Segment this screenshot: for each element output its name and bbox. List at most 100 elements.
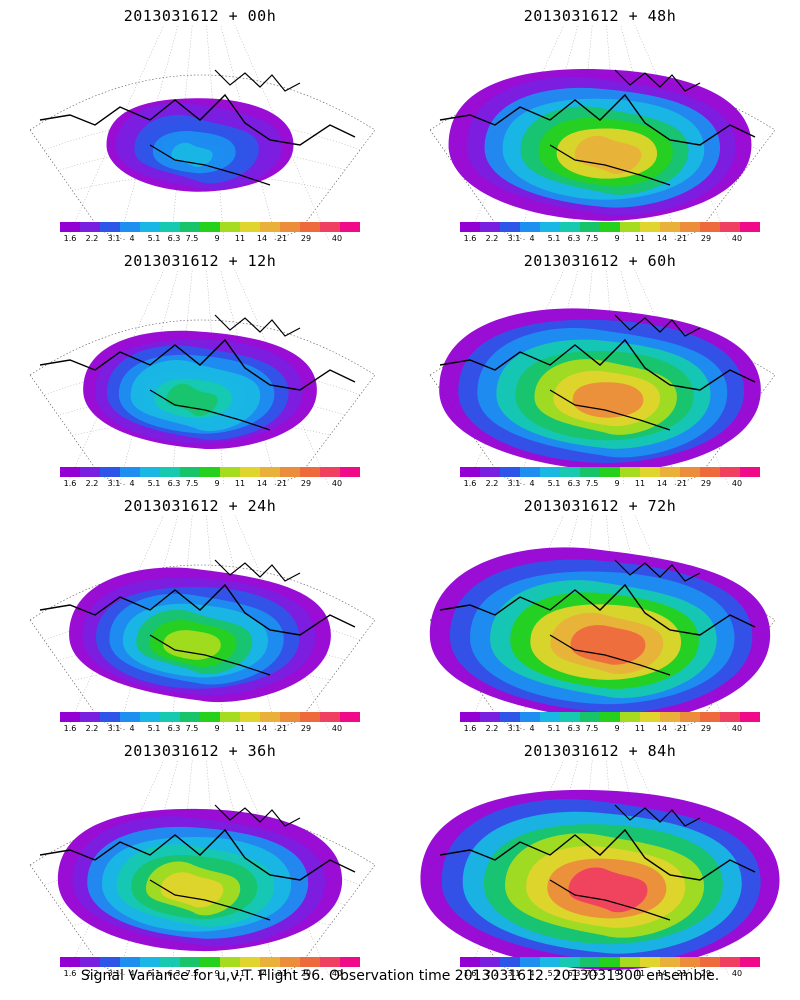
map-image — [429, 270, 776, 485]
colorbar-swatch — [520, 712, 540, 722]
coastline — [549, 144, 671, 186]
map-image — [29, 515, 376, 730]
colorbar-tick-label: 9 — [614, 969, 620, 978]
colorbar-swatch — [200, 712, 220, 722]
coastline — [439, 93, 756, 146]
colorbar-tick-label: 2.2 — [485, 234, 499, 243]
colorbar-swatch — [720, 712, 740, 722]
colorbar-ticks: 1.6 2.2 3.1 4 5.1 6.3 7.5 9 11 14 21 29 40 — [400, 724, 800, 736]
colorbar-swatch — [500, 222, 520, 232]
map-panel: 2013031612 + 84h 1.6 2.2 3.1 4 5.1 6.3 7.5 9 11 14… — [400, 735, 800, 978]
colorbar-tick-label: 11 — [234, 479, 246, 488]
colorbar-tick-label: 7.5 — [185, 724, 199, 733]
colorbar-tick-label: 14 — [256, 969, 268, 978]
colorbar-swatch — [540, 222, 560, 232]
coastline — [149, 879, 271, 921]
colorbar-tick-label: 14 — [256, 479, 268, 488]
colorbar-swatch — [660, 712, 680, 722]
colorbar-swatch — [620, 712, 640, 722]
colorbar-tick-label: 4 — [529, 479, 535, 488]
colorbar-swatch — [180, 222, 200, 232]
coastline — [439, 583, 756, 636]
colorbar-swatch — [220, 222, 240, 232]
colorbar-swatch — [280, 222, 300, 232]
colorbar-swatch — [680, 467, 700, 477]
graticule-meridian — [118, 25, 179, 240]
colorbar-ticks: 1.6 2.2 3.1 4 5.1 6.3 7.5 9 11 14 21 29 40 — [0, 234, 400, 246]
panel-title: 2013031612 + 24h — [123, 497, 277, 515]
colorbar-swatch — [640, 467, 660, 477]
colorbar-tick-label: 2.2 — [485, 969, 499, 978]
colorbar-tick-label: 6.3 — [167, 969, 181, 978]
colorbar-swatch — [540, 957, 560, 967]
colorbar-swatch — [520, 957, 540, 967]
colorbar-swatch — [580, 957, 600, 967]
colorbar-swatch — [280, 957, 300, 967]
colorbar-tick-label: 40 — [331, 724, 343, 733]
coastline — [549, 389, 671, 431]
coastline — [614, 804, 701, 827]
colorbar-tick-label: 21 — [276, 234, 288, 243]
colorbar — [460, 957, 760, 967]
colorbar-tick-label: 40 — [731, 724, 743, 733]
variance-contour — [160, 872, 224, 908]
colorbar-tick-label: 21 — [676, 724, 688, 733]
colorbar-ticks: 1.6 2.2 3.1 4 5.1 6.3 7.5 9 11 14 21 29 40 — [400, 234, 800, 246]
colorbar-swatch — [520, 467, 540, 477]
colorbar-swatch — [200, 957, 220, 967]
colorbar-swatch — [540, 467, 560, 477]
colorbar-tick-label: 29 — [700, 969, 712, 978]
colorbar-swatch — [320, 712, 340, 722]
colorbar-tick-label: 11 — [234, 969, 246, 978]
colorbar-swatch — [340, 957, 360, 967]
colorbar-ticks: 1.6 2.2 3.1 4 5.1 6.3 7.5 9 11 14 21 29 40 — [0, 724, 400, 736]
colorbar — [460, 712, 760, 722]
colorbar-ticks: 1.6 2.2 3.1 4 5.1 6.3 7.5 9 11 14 21 29 40 — [400, 969, 800, 981]
map-panel: 2013031612 + 00h 1.6 2.2 3.1 4 5.1 6.3 7.5 9 11 14… — [0, 0, 400, 243]
colorbar-tick-label: 9 — [214, 479, 220, 488]
colorbar-swatch — [460, 467, 480, 477]
colorbar — [460, 467, 760, 477]
coastline — [149, 634, 271, 676]
colorbar-tick-label: 6.3 — [567, 969, 581, 978]
colorbar-tick-label: 40 — [331, 479, 343, 488]
figure-caption: Signal Variance for u,v,T. Flight 56. Ob… — [80, 968, 720, 984]
colorbar-tick-label: 7.5 — [185, 969, 199, 978]
colorbar-swatch — [460, 222, 480, 232]
colorbar-tick-label: 14 — [656, 479, 668, 488]
colorbar-swatch — [200, 467, 220, 477]
colorbar-swatch — [620, 222, 640, 232]
colorbar-swatch — [100, 957, 120, 967]
colorbar-swatch — [220, 467, 240, 477]
colorbar-swatch — [480, 222, 500, 232]
colorbar-swatch — [480, 467, 500, 477]
colorbar-tick-label: 4 — [529, 724, 535, 733]
colorbar-swatch — [60, 222, 80, 232]
colorbar-tick-label: 6.3 — [567, 724, 581, 733]
colorbar-tick-label: 40 — [731, 969, 743, 978]
map-image — [29, 25, 376, 240]
colorbar-swatch — [740, 957, 760, 967]
colorbar-swatch — [80, 467, 100, 477]
map-panel: 2013031612 + 12h 1.6 2.2 3.1 4 5.1 6.3 7.5 9 11 14… — [0, 245, 400, 488]
colorbar-tick-label: 21 — [276, 969, 288, 978]
panel-title: 2013031612 + 60h — [523, 252, 677, 270]
colorbar-swatch — [700, 467, 720, 477]
colorbar-swatch — [660, 467, 680, 477]
colorbar-swatch — [580, 222, 600, 232]
colorbar-swatch — [200, 222, 220, 232]
colorbar-tick-label: 3.1 — [107, 234, 121, 243]
panel-title: 2013031612 + 84h — [523, 742, 677, 760]
colorbar-swatch — [220, 957, 240, 967]
panel-title: 2013031612 + 72h — [523, 497, 677, 515]
colorbar-tick-label: 4 — [529, 234, 535, 243]
colorbar-swatch — [320, 222, 340, 232]
colorbar-tick-label: 3.1 — [507, 969, 521, 978]
colorbar-tick-label: 4 — [129, 479, 135, 488]
colorbar-swatch — [680, 222, 700, 232]
colorbar-tick-label: 3.1 — [507, 479, 521, 488]
coastline — [439, 338, 756, 391]
map-image — [420, 760, 780, 975]
colorbar-swatch — [240, 957, 260, 967]
colorbar-swatch — [500, 712, 520, 722]
